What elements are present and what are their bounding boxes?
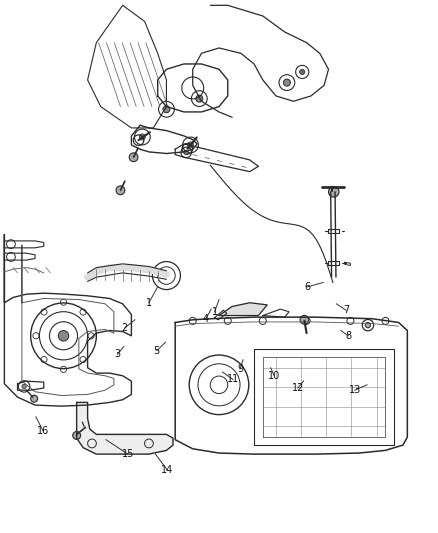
Text: 4: 4 [203,314,209,324]
Polygon shape [77,402,173,454]
Circle shape [300,316,309,324]
Text: 10: 10 [268,371,280,381]
Text: 11: 11 [227,375,239,384]
Text: 6: 6 [304,282,311,292]
Text: 5: 5 [154,346,160,356]
Circle shape [365,322,371,328]
Text: 2: 2 [122,323,128,333]
Circle shape [31,395,38,402]
Text: 15: 15 [122,449,134,459]
Circle shape [139,134,145,140]
Circle shape [184,150,188,155]
Text: 3: 3 [114,350,120,359]
Circle shape [328,187,339,197]
Text: 7: 7 [343,305,349,315]
Polygon shape [219,303,267,316]
Text: 13: 13 [349,385,361,395]
Text: 16: 16 [37,426,49,435]
Circle shape [129,153,138,161]
Circle shape [163,106,170,113]
Text: 12: 12 [292,383,304,393]
Circle shape [187,142,194,148]
Circle shape [283,79,290,86]
Text: 1: 1 [212,307,218,317]
Circle shape [58,330,69,341]
Text: 8: 8 [345,331,351,341]
Circle shape [196,95,203,102]
Circle shape [116,186,125,195]
Text: 14: 14 [161,465,173,475]
Circle shape [300,69,305,75]
Circle shape [73,432,81,439]
Circle shape [22,384,26,389]
Text: 9: 9 [237,364,243,374]
Text: 1: 1 [146,298,152,308]
